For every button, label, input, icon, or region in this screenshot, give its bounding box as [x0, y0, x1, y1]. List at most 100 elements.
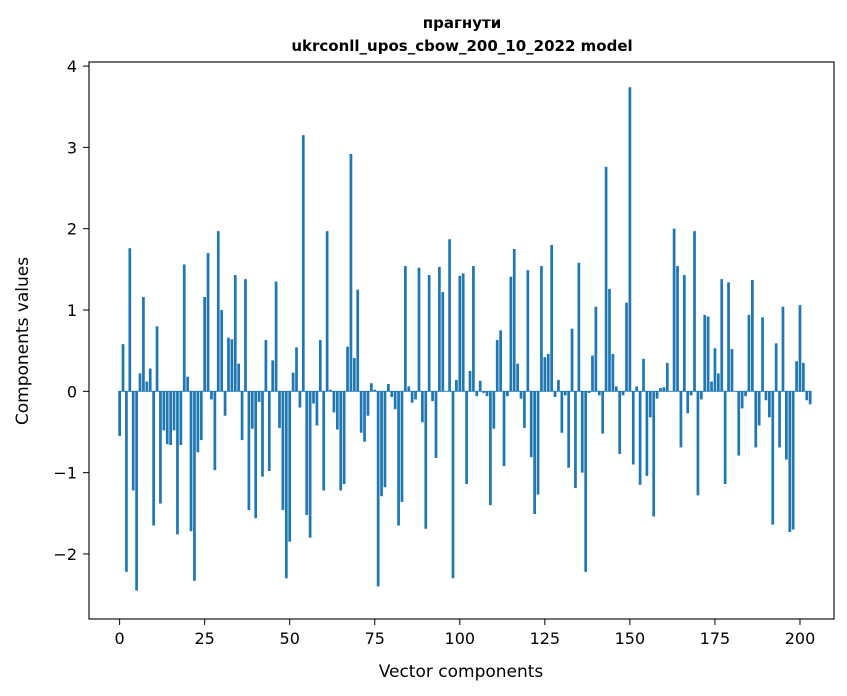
y-tick-label: 1 — [67, 301, 77, 320]
bar — [250, 391, 254, 429]
bar — [802, 362, 805, 392]
bar — [465, 391, 468, 485]
bar — [274, 281, 278, 392]
x-tick-label: 100 — [445, 629, 476, 648]
bar — [665, 362, 669, 392]
bar — [410, 391, 414, 403]
bar — [407, 386, 411, 392]
bar — [247, 391, 251, 511]
bar — [421, 391, 424, 423]
bar — [233, 275, 237, 392]
bar — [142, 297, 145, 392]
bar — [584, 391, 588, 572]
bar — [611, 353, 615, 392]
bar — [730, 349, 734, 392]
x-tick-label: 0 — [115, 629, 125, 648]
bar — [761, 317, 764, 392]
bar — [706, 316, 710, 392]
bar — [216, 231, 220, 392]
bar — [805, 391, 809, 401]
bar — [560, 391, 564, 433]
bar — [213, 391, 217, 471]
bar — [757, 391, 761, 426]
bar — [778, 391, 781, 448]
bar — [404, 266, 407, 392]
x-tick-label: 50 — [280, 629, 300, 648]
bar — [672, 228, 676, 392]
bar — [536, 391, 540, 495]
bar — [193, 391, 196, 581]
y-tick-label: −2 — [53, 545, 77, 564]
bar — [716, 373, 720, 392]
bar — [199, 391, 203, 441]
bar — [121, 344, 125, 392]
bar — [182, 264, 186, 392]
bar — [318, 340, 322, 392]
bar — [352, 357, 356, 392]
bar — [628, 87, 632, 392]
chart-title-line1: прагнути — [423, 14, 501, 32]
bars-group — [118, 87, 812, 591]
bar — [288, 391, 292, 542]
bar — [356, 289, 360, 392]
bar — [468, 370, 472, 392]
bar — [703, 314, 707, 392]
bar — [240, 391, 244, 441]
x-axis-label: Vector components — [379, 662, 544, 682]
y-axis-label: Components values — [13, 257, 33, 425]
bar — [451, 391, 455, 579]
bar — [788, 391, 792, 532]
bar — [506, 391, 509, 397]
bar — [298, 391, 302, 408]
bar — [720, 279, 724, 392]
bar — [400, 391, 404, 502]
bar — [645, 391, 649, 476]
bar — [662, 387, 666, 392]
bar — [699, 391, 703, 400]
x-tick-label: 25 — [194, 629, 214, 648]
bar — [291, 372, 295, 392]
bar — [431, 391, 434, 402]
bar — [509, 276, 513, 392]
bar — [261, 391, 264, 477]
bar — [808, 391, 812, 405]
bar — [441, 292, 445, 392]
bar — [284, 391, 288, 579]
bar — [608, 288, 611, 392]
bar — [485, 391, 489, 397]
bar — [686, 391, 690, 414]
bar — [723, 391, 727, 485]
bar — [625, 302, 628, 392]
bar — [499, 330, 502, 392]
bar — [519, 391, 523, 399]
y-tick-label: 3 — [67, 138, 77, 157]
bar — [135, 391, 138, 591]
bar — [448, 239, 451, 392]
bar — [278, 391, 281, 428]
bar — [676, 266, 679, 392]
bar — [196, 391, 200, 453]
bar — [768, 391, 771, 418]
bar — [567, 391, 571, 468]
bar — [264, 340, 268, 392]
bar — [475, 391, 479, 397]
bar — [472, 266, 475, 392]
bar — [159, 391, 162, 504]
bar — [798, 305, 802, 392]
bar — [165, 391, 169, 445]
bar — [254, 391, 258, 519]
bar — [679, 391, 683, 448]
bar — [710, 381, 713, 392]
bar — [369, 383, 373, 392]
bar — [577, 262, 581, 392]
bar — [785, 391, 788, 460]
bar — [138, 373, 142, 392]
y-tick-label: 4 — [67, 57, 77, 76]
bar — [502, 391, 506, 467]
bar — [696, 391, 700, 496]
bar — [516, 363, 519, 392]
bar — [574, 391, 577, 489]
bar — [526, 270, 530, 392]
bar — [553, 391, 557, 398]
bar — [227, 337, 230, 392]
